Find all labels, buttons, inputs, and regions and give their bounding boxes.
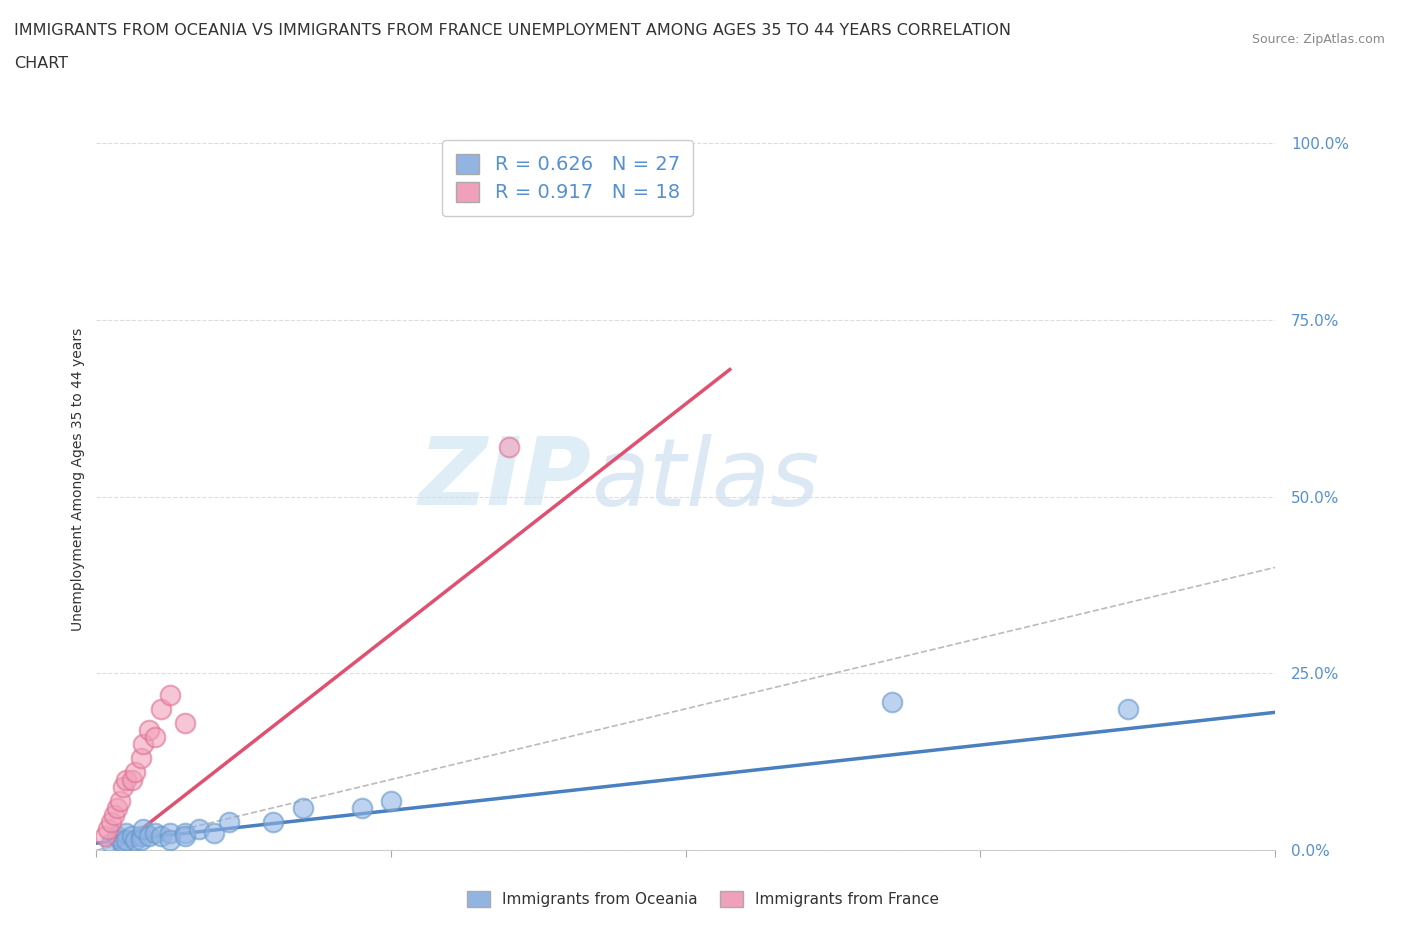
Point [1116, 701, 1139, 716]
Point [143, 825, 166, 840]
Point [124, 765, 146, 780]
Point [173, 715, 195, 730]
Point [138, 829, 160, 844]
Point [105, 801, 128, 816]
Point [111, 779, 134, 794]
Point [291, 801, 314, 816]
Point [121, 772, 143, 787]
Point [100, 815, 122, 830]
Point [880, 695, 903, 710]
Point [150, 829, 173, 844]
Y-axis label: Unemployment Among Ages 35 to 44 years: Unemployment Among Ages 35 to 44 years [72, 327, 86, 631]
Point [143, 730, 166, 745]
Point [97, 821, 120, 836]
Point [121, 829, 143, 844]
Point [129, 829, 152, 844]
Point [132, 821, 155, 836]
Point [262, 815, 284, 830]
Point [138, 723, 160, 737]
Point [103, 807, 125, 822]
Point [498, 440, 520, 455]
Point [114, 832, 136, 847]
Point [124, 832, 146, 847]
Point [129, 832, 152, 847]
Point [150, 701, 173, 716]
Point [188, 821, 211, 836]
Point [108, 832, 131, 847]
Point [218, 815, 240, 830]
Point [114, 772, 136, 787]
Text: atlas: atlas [592, 433, 820, 525]
Point [173, 829, 195, 844]
Point [159, 825, 181, 840]
Point [202, 825, 225, 840]
Text: ZIP: ZIP [419, 433, 592, 525]
Text: IMMIGRANTS FROM OCEANIA VS IMMIGRANTS FROM FRANCE UNEMPLOYMENT AMONG AGES 35 TO : IMMIGRANTS FROM OCEANIA VS IMMIGRANTS FR… [14, 23, 1011, 38]
Point [380, 793, 402, 808]
Point [111, 836, 134, 851]
Point [129, 751, 152, 765]
Text: Source: ZipAtlas.com: Source: ZipAtlas.com [1251, 33, 1385, 46]
Point [159, 687, 181, 702]
Point [108, 793, 131, 808]
Legend: R = 0.626   N = 27, R = 0.917   N = 18: R = 0.626 N = 27, R = 0.917 N = 18 [441, 140, 693, 216]
Point [114, 825, 136, 840]
Point [159, 832, 181, 847]
Point [350, 801, 373, 816]
Text: CHART: CHART [14, 56, 67, 71]
Point [94, 829, 117, 844]
Point [132, 737, 155, 751]
Point [100, 836, 122, 851]
Point [105, 829, 128, 844]
Legend: Immigrants from Oceania, Immigrants from France: Immigrants from Oceania, Immigrants from… [461, 884, 945, 913]
Point [173, 825, 195, 840]
